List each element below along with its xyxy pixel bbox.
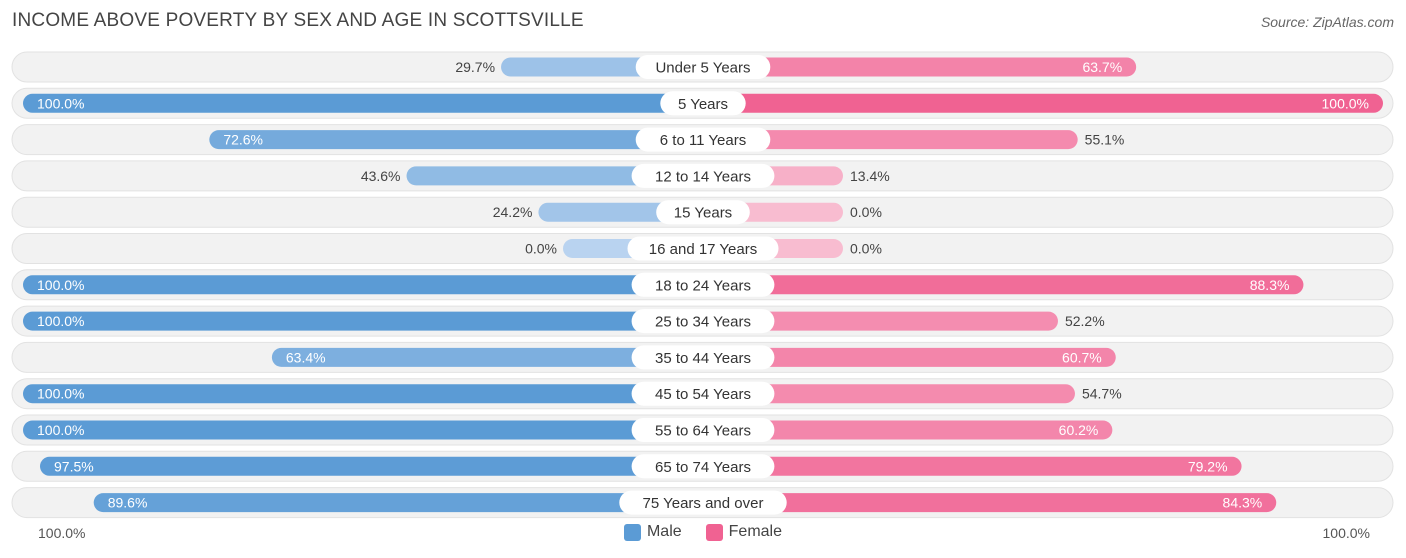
bar-male xyxy=(23,384,703,404)
axis-left-label: 100.0% xyxy=(38,525,86,541)
bar-male xyxy=(23,93,703,113)
bar-male xyxy=(23,420,703,440)
bar-female xyxy=(703,456,1242,476)
category-label: 25 to 34 Years xyxy=(655,314,751,331)
category-label-bg xyxy=(635,55,771,79)
bar-male xyxy=(406,166,703,186)
category-label: 15 Years xyxy=(674,205,732,222)
bar-female xyxy=(703,420,1113,440)
category-label: 16 and 17 Years xyxy=(649,241,757,258)
category-label-bg xyxy=(627,236,779,261)
category-label: 12 to 14 Years xyxy=(655,168,751,185)
category-label-bg xyxy=(631,163,775,188)
category-label: 55 to 64 Years xyxy=(655,423,751,440)
category-label: 35 to 44 Years xyxy=(655,350,751,367)
value-label-female: 84.3% xyxy=(1223,495,1263,511)
source-label: Source: ZipAtlas.com xyxy=(1260,14,1394,30)
bar-female xyxy=(703,493,1277,513)
bar-male xyxy=(23,311,703,331)
category-label-bg xyxy=(631,272,775,297)
category-label-bg xyxy=(635,127,771,152)
value-label-male: 24.2% xyxy=(493,204,533,220)
category-label: Under 5 Years xyxy=(655,60,750,77)
bar-female xyxy=(703,311,1058,331)
bar-male xyxy=(93,493,704,513)
value-label-female: 79.2% xyxy=(1188,458,1228,474)
value-label-female: 63.7% xyxy=(1082,59,1122,75)
value-label-female: 0.0% xyxy=(850,204,882,220)
value-label-female: 13.4% xyxy=(850,168,890,184)
value-label-male: 63.4% xyxy=(286,349,326,365)
chart-area: Under 5 Years 29.7% 63.7% 5 Years 100.0% 100.… xyxy=(11,51,1394,519)
value-label-male: 100.0% xyxy=(37,95,84,111)
category-label: 18 to 24 Years xyxy=(655,277,751,294)
legend: Male Female xyxy=(0,523,1406,541)
bar-female xyxy=(703,275,1304,295)
value-label-female: 54.7% xyxy=(1082,386,1122,402)
bar-male xyxy=(40,456,703,476)
category-label-bg xyxy=(660,91,746,116)
category-label: 65 to 74 Years xyxy=(655,459,751,476)
legend-item-male: Male xyxy=(623,523,682,541)
category-label-bg xyxy=(619,490,787,515)
value-label-male: 100.0% xyxy=(37,422,84,438)
value-label-male: 100.0% xyxy=(37,277,84,293)
legend-item-female: Female xyxy=(705,523,783,541)
value-label-male: 97.5% xyxy=(54,458,94,474)
value-label-female: 60.7% xyxy=(1062,349,1102,365)
bar-female xyxy=(703,93,1383,113)
legend-label-female: Female xyxy=(728,523,783,540)
bar-female xyxy=(703,130,1078,150)
bar-female xyxy=(703,57,1137,77)
value-label-female: 0.0% xyxy=(850,241,882,257)
category-label-bg xyxy=(631,345,775,370)
chart-title: INCOME ABOVE POVERTY BY SEX AND AGE IN S… xyxy=(12,10,584,31)
value-label-female: 55.1% xyxy=(1085,132,1125,148)
bar-male xyxy=(23,275,703,295)
category-label-bg xyxy=(631,309,775,334)
category-label: 45 to 54 Years xyxy=(655,386,751,403)
value-label-male: 29.7% xyxy=(455,59,495,75)
value-label-male: 89.6% xyxy=(108,495,148,511)
category-label-bg xyxy=(631,454,775,479)
category-label: 5 Years xyxy=(678,96,728,113)
value-label-female: 100.0% xyxy=(1322,95,1369,111)
bar-male xyxy=(209,130,703,150)
category-label: 6 to 11 Years xyxy=(660,132,746,149)
legend-swatch-female xyxy=(705,523,723,541)
value-label-male: 100.0% xyxy=(37,386,84,402)
value-label-male: 43.6% xyxy=(361,168,401,184)
category-label-bg xyxy=(656,200,750,225)
bar-male xyxy=(271,347,703,367)
value-label-female: 52.2% xyxy=(1065,313,1105,329)
legend-swatch-male xyxy=(623,523,641,541)
bar-female xyxy=(703,347,1116,367)
bar-female xyxy=(703,384,1075,404)
value-label-female: 88.3% xyxy=(1250,277,1290,293)
category-label: 75 Years and over xyxy=(643,495,764,512)
value-label-female: 60.2% xyxy=(1059,422,1099,438)
category-label-bg xyxy=(631,381,775,406)
value-label-male: 72.6% xyxy=(223,132,263,148)
value-label-male: 0.0% xyxy=(525,241,557,257)
axis-right-label: 100.0% xyxy=(1322,525,1370,541)
category-label-bg xyxy=(631,418,775,442)
legend-label-male: Male xyxy=(646,523,682,540)
value-label-male: 100.0% xyxy=(37,313,84,329)
